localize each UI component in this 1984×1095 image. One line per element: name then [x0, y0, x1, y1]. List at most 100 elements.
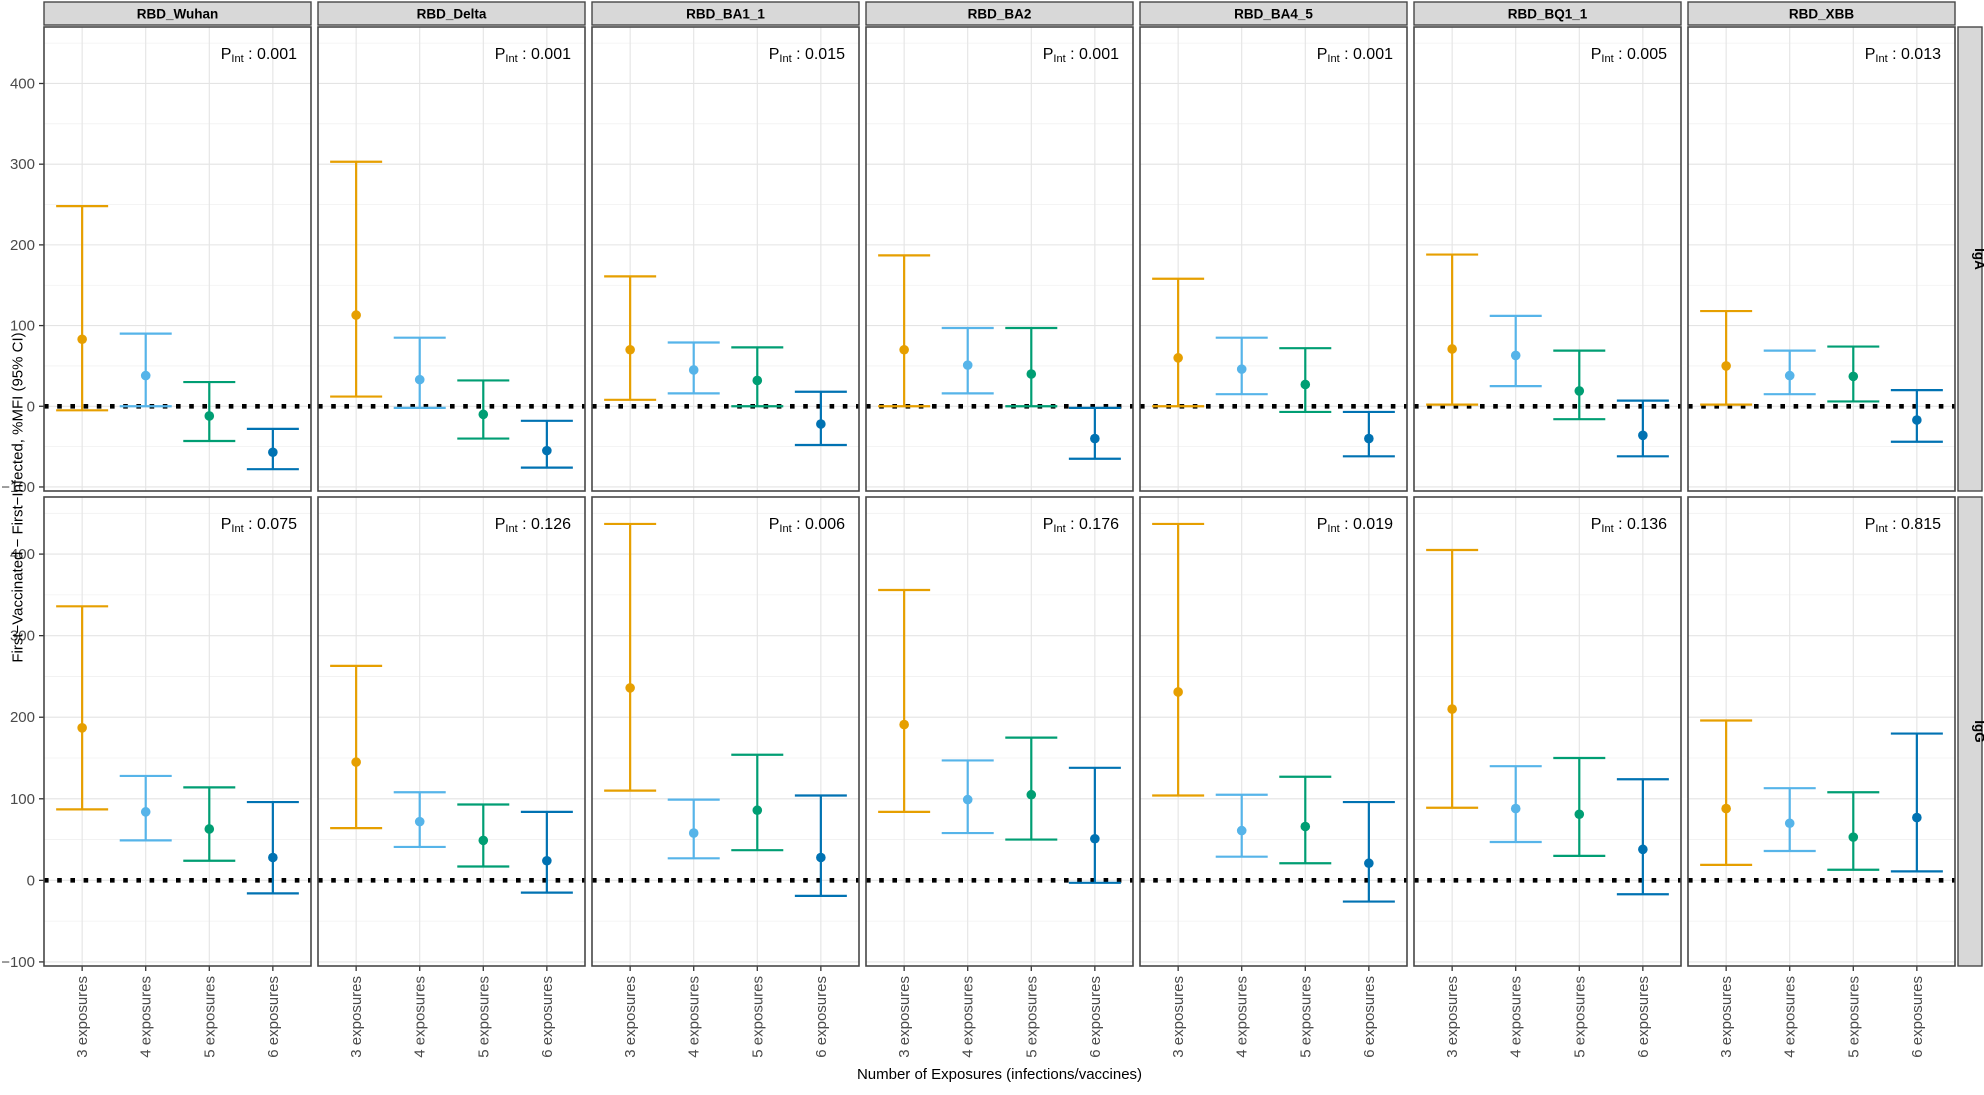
- y-tick-label: 300: [10, 156, 35, 173]
- point-estimate-5-exposures: [1848, 371, 1859, 382]
- facet-strip-RBD_BQ1_1: [1413, 1, 1682, 26]
- panel-border: [865, 496, 1134, 967]
- facet-strip-RBD_XBB: [1687, 1, 1956, 26]
- point-estimate-5-exposures: [204, 411, 215, 421]
- point-estimate-4-exposures: [1510, 803, 1521, 814]
- point-estimate-3-exposures: [351, 757, 361, 767]
- point-estimate-5-exposures: [478, 409, 489, 420]
- error-bar-6-exposures: [520, 419, 573, 469]
- error-bar-6-exposures: [1342, 800, 1395, 903]
- x-tick-label: 6 exposures: [813, 976, 830, 1058]
- panel-border: [317, 26, 586, 492]
- point-estimate-3-exposures: [625, 344, 635, 355]
- point-estimate-5-exposures: [752, 375, 763, 386]
- point-estimate-6-exposures: [1090, 833, 1100, 844]
- x-tick-label: 4 exposures: [1234, 976, 1251, 1058]
- error-bar-5-exposures: [1553, 756, 1606, 857]
- panel-border: [1139, 496, 1408, 967]
- y-tick-label: 0: [27, 872, 35, 889]
- point-estimate-5-exposures: [1848, 832, 1859, 842]
- point-estimate-3-exposures: [77, 723, 87, 733]
- x-tick-label: 6 exposures: [265, 976, 282, 1058]
- error-bar-3-exposures: [604, 275, 657, 401]
- x-tick-label: 5 exposures: [1571, 976, 1588, 1058]
- p-interaction-label: PInt : 0.136: [1591, 516, 1667, 535]
- panel-RBD_BQ1_1-IgA: PInt : 0.005: [1413, 26, 1682, 492]
- point-estimate-5-exposures: [1574, 809, 1585, 820]
- x-tick-label: 3 exposures: [74, 976, 91, 1058]
- error-bar-3-exposures: [1152, 522, 1205, 797]
- point-estimate-4-exposures: [688, 365, 699, 375]
- x-tick-label: 3 exposures: [896, 976, 913, 1058]
- point-estimate-6-exposures: [542, 445, 552, 456]
- panel-border: [591, 26, 860, 492]
- panel-bg: [1140, 27, 1407, 491]
- x-tick-label: 5 exposures: [201, 976, 218, 1058]
- x-tick-label: 3 exposures: [348, 976, 365, 1058]
- point-estimate-5-exposures: [204, 824, 215, 834]
- facet-strip-label: RBD_BA4_5: [1234, 7, 1313, 22]
- point-estimate-6-exposures: [816, 852, 826, 863]
- error-bar-3-exposures: [1426, 548, 1479, 809]
- x-tick-label: 4 exposures: [412, 976, 429, 1058]
- point-estimate-6-exposures: [1364, 858, 1374, 869]
- error-bar-3-exposures: [56, 605, 109, 811]
- point-estimate-4-exposures: [1510, 350, 1521, 361]
- panel-RBD_Delta-IgA: PInt : 0.001: [317, 26, 586, 492]
- x-tick-label: 4 exposures: [1782, 976, 1799, 1058]
- error-bar-3-exposures: [1700, 719, 1753, 866]
- error-bar-5-exposures: [731, 753, 784, 852]
- point-estimate-3-exposures: [625, 683, 635, 693]
- point-estimate-3-exposures: [1447, 704, 1457, 714]
- error-bar-3-exposures: [1426, 253, 1479, 406]
- x-tick-label: 6 exposures: [1087, 976, 1104, 1058]
- panel-RBD_BA4_5-IgA: PInt : 0.001: [1139, 26, 1408, 492]
- point-estimate-6-exposures: [1912, 415, 1922, 425]
- x-tick-label: 5 exposures: [1845, 976, 1862, 1058]
- point-estimate-3-exposures: [1447, 344, 1457, 354]
- point-estimate-4-exposures: [1236, 825, 1247, 836]
- p-interaction-label: PInt : 0.019: [1317, 516, 1393, 535]
- point-estimate-6-exposures: [1090, 433, 1100, 444]
- error-bar-3-exposures: [330, 664, 383, 830]
- point-estimate-5-exposures: [752, 805, 763, 816]
- panel-bg: [866, 27, 1133, 491]
- x-tick-label: 5 exposures: [749, 976, 766, 1058]
- y-tick-label: 400: [10, 75, 35, 92]
- panel-bg: [44, 27, 311, 491]
- panel-border: [1687, 26, 1956, 492]
- panel-bg: [866, 497, 1133, 966]
- panel-bg: [1688, 27, 1955, 491]
- error-bar-6-exposures: [520, 810, 573, 894]
- panel-border: [1413, 496, 1682, 967]
- point-estimate-6-exposures: [1638, 430, 1648, 441]
- panel-bg: [1688, 497, 1955, 966]
- p-interaction-label: PInt : 0.001: [1317, 46, 1393, 65]
- x-tick-label: 4 exposures: [960, 976, 977, 1058]
- point-estimate-4-exposures: [414, 374, 425, 385]
- p-interaction-label: PInt : 0.006: [769, 516, 845, 535]
- p-interaction-label: PInt : 0.126: [495, 516, 571, 535]
- p-interaction-label: PInt : 0.001: [495, 46, 571, 65]
- panel-RBD_BQ1_1-IgG: PInt : 0.136: [1413, 496, 1682, 967]
- error-bar-6-exposures: [1068, 766, 1121, 884]
- panel-bg: [318, 27, 585, 491]
- y-tick-label: 400: [10, 546, 35, 563]
- point-estimate-3-exposures: [899, 344, 909, 355]
- point-estimate-6-exposures: [1638, 844, 1648, 855]
- point-estimate-4-exposures: [962, 360, 973, 370]
- p-interaction-label: PInt : 0.815: [1865, 516, 1941, 535]
- point-estimate-3-exposures: [1173, 353, 1183, 363]
- error-bar-4-exposures: [119, 332, 172, 408]
- facet-strip-label: RBD_Wuhan: [137, 7, 219, 22]
- panel-border: [43, 26, 312, 492]
- y-tick-label: 200: [10, 709, 35, 726]
- facet-strip-RBD_Delta: [317, 1, 586, 26]
- point-estimate-5-exposures: [1026, 789, 1037, 800]
- panel-RBD_XBB-IgA: PInt : 0.013: [1687, 26, 1956, 492]
- error-bar-3-exposures: [878, 588, 931, 813]
- p-interaction-label: PInt : 0.013: [1865, 46, 1941, 65]
- facet-strip-RBD_BA4_5: [1139, 1, 1408, 26]
- point-estimate-4-exposures: [1784, 818, 1795, 829]
